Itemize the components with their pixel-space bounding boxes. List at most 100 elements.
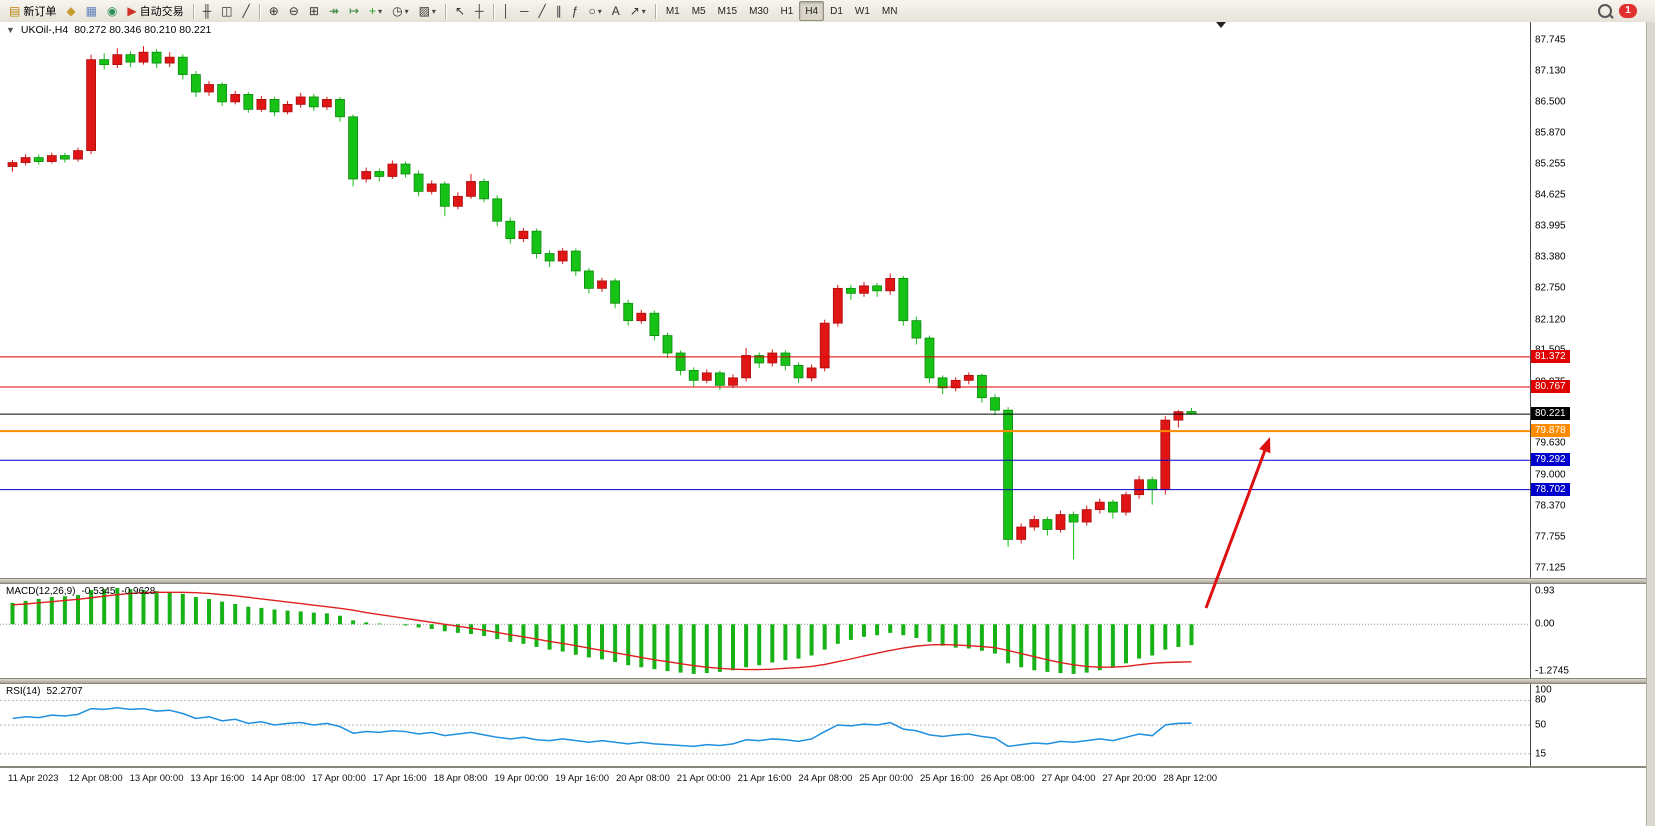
- time-axis-label: 18 Apr 08:00: [433, 773, 488, 784]
- channel-icon: ∥: [555, 4, 562, 18]
- time-axis-label: 14 Apr 08:00: [251, 773, 306, 784]
- new-order-button[interactable]: ▤ 新订单: [4, 1, 61, 21]
- autotrade-icon: ▶: [127, 4, 137, 18]
- time-axis-label: 13 Apr 00:00: [129, 773, 184, 784]
- zoom-in-button[interactable]: ⊕: [264, 1, 284, 21]
- indicators-button[interactable]: + ▾: [364, 1, 387, 21]
- rsi-axis-label: 100: [1535, 684, 1552, 696]
- price-axis-label: 82.750: [1535, 282, 1566, 294]
- tile-windows-button[interactable]: ⊞: [304, 1, 324, 21]
- price-axis-label: 77.125: [1535, 562, 1566, 574]
- timeframe-button-m1[interactable]: M1: [665, 5, 680, 17]
- rsi-axis-label: 80: [1535, 694, 1547, 706]
- timeframe-button-d1[interactable]: D1: [830, 5, 843, 17]
- search-icon[interactable]: [1598, 4, 1612, 18]
- chart-window: ▼ UKOil-,H4 80.272 80.346 80.210 80.221 …: [0, 22, 1655, 830]
- timeframe-button-h1[interactable]: H1: [780, 5, 794, 17]
- autotrade-button[interactable]: ▶ 自动交易: [122, 1, 188, 21]
- timeframe-button-w1[interactable]: W1: [854, 5, 870, 17]
- timeframe-button-mn[interactable]: MN: [881, 5, 898, 17]
- price-axis-label: 85.255: [1535, 158, 1566, 170]
- price-axis-label: 83.995: [1535, 220, 1566, 232]
- chevron-down-icon: ▾: [378, 6, 383, 16]
- toolbar-separator: [192, 3, 194, 19]
- line-chart-button[interactable]: ╱: [238, 1, 255, 21]
- vertical-line-button[interactable]: │: [498, 1, 516, 21]
- candlestick-chart[interactable]: [0, 22, 1530, 578]
- timeframe-toolbar: M1 M5 M15 M30 H1 H4 D1 W1 MN: [660, 1, 904, 21]
- price-axis-label: 87.130: [1535, 65, 1566, 77]
- navigator-icon[interactable]: ◉: [102, 1, 122, 21]
- time-axis[interactable]: 11 Apr 2023 12 Apr 08:00 13 Apr 00:00 13 Ap…: [0, 768, 1655, 830]
- arrows-button[interactable]: ↗ ▾: [625, 1, 651, 21]
- timeframe-button-m30[interactable]: M30: [749, 5, 769, 17]
- cursor-button[interactable]: ↖: [450, 1, 470, 21]
- time-axis-label: 25 Apr 00:00: [859, 773, 914, 784]
- rsi-plot[interactable]: RSI(14) 52.2707: [0, 684, 1531, 766]
- shapes-button[interactable]: ○ ▾: [583, 1, 606, 21]
- price-axis[interactable]: 87.745 87.130 86.500 85.870 85.255 84.625 83.9…: [1531, 22, 1648, 578]
- timeframe-button-m15[interactable]: M15: [717, 5, 738, 17]
- trendline-icon: ╱: [538, 4, 546, 18]
- timeframe-button-h4[interactable]: H4: [799, 1, 825, 21]
- macd-main-value: -0.5345: [81, 586, 116, 597]
- rsi-axis-label: 50: [1535, 719, 1547, 731]
- notification-badge[interactable]: 1: [1619, 4, 1637, 18]
- auto-scroll-icon: ↠: [328, 4, 339, 18]
- crosshair-button[interactable]: ┼: [470, 1, 489, 21]
- time-axis-label: 17 Apr 16:00: [372, 773, 427, 784]
- zoom-out-button[interactable]: ⊖: [284, 1, 304, 21]
- market-watch-icon[interactable]: ◆: [61, 1, 80, 21]
- horizontal-line-button[interactable]: ─: [515, 1, 534, 21]
- candlestick-chart-button[interactable]: ◫: [216, 1, 237, 21]
- toolbar-separator: [258, 3, 260, 19]
- price-chart-plot[interactable]: ▼ UKOil-,H4 80.272 80.346 80.210 80.221: [0, 22, 1531, 578]
- rsi-axis[interactable]: 100 80 50 15: [1531, 684, 1648, 766]
- time-axis-label: 17 Apr 00:00: [312, 773, 366, 784]
- market-watch-icon-icon: ◆: [66, 4, 76, 18]
- shapes-icon: ○: [588, 4, 596, 18]
- bar-chart-button[interactable]: ╫: [198, 1, 217, 21]
- rsi-axis-label: 15: [1535, 748, 1547, 760]
- chart-shift-button[interactable]: ↦: [344, 1, 364, 21]
- vertical-scrollbar[interactable]: [1646, 22, 1655, 826]
- price-axis-label: 84.625: [1535, 189, 1566, 201]
- chart-shift-marker[interactable]: [1216, 22, 1226, 28]
- chart-legend: ▼ UKOil-,H4 80.272 80.346 80.210 80.221: [6, 24, 211, 36]
- macd-chart: [0, 588, 1530, 674]
- indicators-icon: +: [369, 4, 377, 18]
- price-axis-label: 82.120: [1535, 314, 1566, 326]
- time-axis-label: 21 Apr 16:00: [737, 773, 792, 784]
- toolbar-separator: [492, 3, 494, 19]
- price-line-label: 81.372: [1531, 349, 1570, 363]
- chart-shift-icon: ↦: [348, 4, 360, 18]
- timeframe-button-m5[interactable]: M5: [691, 5, 706, 17]
- auto-scroll-button[interactable]: ↠: [324, 1, 344, 21]
- text-button[interactable]: A: [607, 1, 625, 21]
- time-axis-label: 24 Apr 08:00: [798, 773, 853, 784]
- macd-histogram: [10, 588, 1194, 674]
- price-axis-label: 77.755: [1535, 531, 1566, 543]
- price-line-label: 79.292: [1531, 453, 1570, 467]
- data-window-icon[interactable]: ▦: [81, 1, 102, 21]
- macd-axis[interactable]: 0.93 0.00 -1.2745: [1531, 584, 1648, 678]
- autotrade-button-label: 自动交易: [139, 6, 184, 18]
- price-axis-label: 86.500: [1535, 96, 1566, 108]
- time-axis-label: 21 Apr 00:00: [676, 773, 731, 784]
- fibonacci-icon: ƒ: [571, 4, 579, 18]
- time-axis-divider: [0, 766, 1655, 768]
- time-axis-label: 19 Apr 16:00: [555, 773, 610, 784]
- periods-button[interactable]: ◷ ▾: [387, 1, 414, 21]
- one-click-trading-toggle[interactable]: ▼: [6, 25, 15, 35]
- macd-panel-divider[interactable]: [0, 578, 1655, 584]
- macd-signal-line: [12, 591, 1192, 671]
- time-axis-label: 27 Apr 20:00: [1102, 773, 1157, 784]
- templates-button[interactable]: ▨ ▾: [414, 1, 441, 21]
- time-axis-label: 27 Apr 04:00: [1041, 773, 1096, 784]
- macd-plot[interactable]: MACD(12,26,9) -0.5345 -0.9628: [0, 584, 1531, 678]
- rsi-panel-divider[interactable]: [0, 678, 1655, 684]
- channel-button[interactable]: ∥: [551, 1, 567, 21]
- trendline-button[interactable]: ╱: [534, 1, 551, 21]
- fibonacci-button[interactable]: ƒ: [567, 1, 584, 21]
